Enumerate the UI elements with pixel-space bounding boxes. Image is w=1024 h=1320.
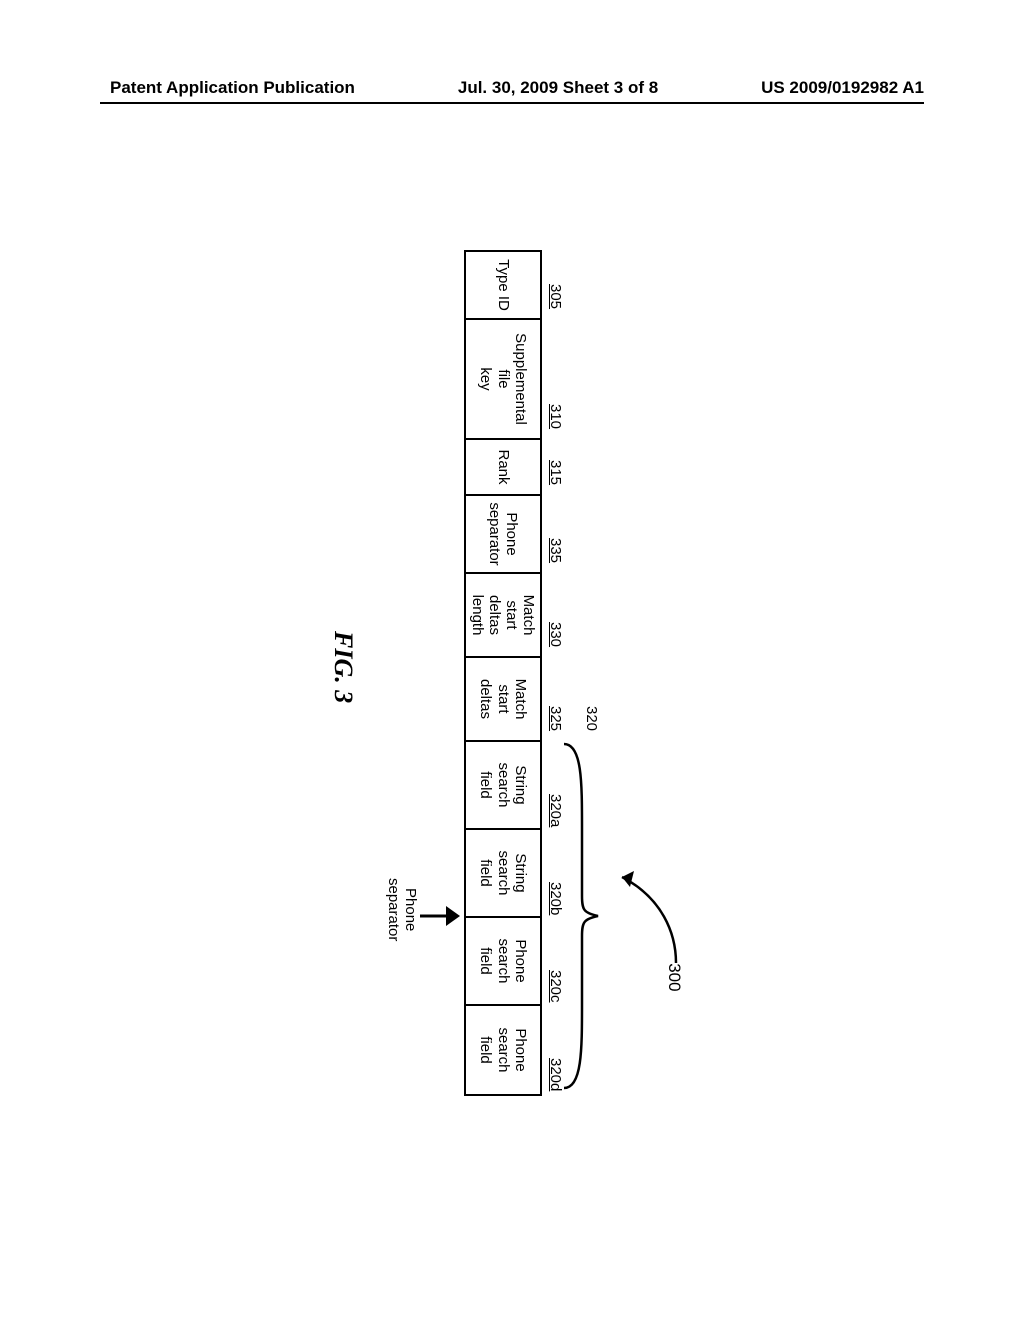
ref-310: 310 (547, 404, 564, 429)
ref-320a: 320a (547, 794, 564, 827)
page-header: Patent Application Publication Jul. 30, … (0, 78, 1024, 98)
pointer-300 (602, 863, 682, 973)
ref-320: 320 (583, 706, 600, 731)
ref-320c: 320c (547, 970, 564, 1003)
ref-330: 330 (547, 622, 564, 647)
header-rule (100, 102, 924, 104)
cell-320b: Stringsearch field (466, 830, 540, 918)
cell-315: Rank (466, 440, 540, 496)
phone-separator-label: Phoneseparator (385, 878, 418, 941)
cell-310: Supplemental filekey (466, 320, 540, 440)
header-right: US 2009/0192982 A1 (761, 78, 924, 98)
record-row: Type IDSupplemental filekeyRankPhonesepa… (464, 250, 542, 1096)
ref-305: 305 (547, 284, 564, 309)
header-left: Patent Application Publication (110, 78, 355, 98)
cell-320a: Stringsearch field (466, 742, 540, 830)
cell-305: Type ID (466, 252, 540, 320)
cell-320c: Phonesearch field (466, 918, 540, 1006)
cell-330: Match startdeltaslength (466, 574, 540, 658)
brace-320 (562, 740, 602, 1092)
figure-caption: FIG. 3 (328, 631, 358, 703)
cell-335: Phoneseparator (466, 496, 540, 574)
header-center: Jul. 30, 2009 Sheet 3 of 8 (458, 78, 658, 98)
cell-320d: Phonesearch field (466, 1006, 540, 1094)
ref-325: 325 (547, 706, 564, 731)
figure-3: Type IDSupplemental filekeyRankPhonesepa… (332, 250, 692, 1110)
cell-325: Match startdeltas (466, 658, 540, 742)
ref-320d: 320d (547, 1058, 564, 1091)
ref-320b: 320b (547, 882, 564, 915)
ref-300: 300 (664, 963, 684, 991)
ref-335: 335 (547, 538, 564, 563)
phone-separator-arrow (418, 901, 462, 931)
figure-container: Type IDSupplemental filekeyRankPhonesepa… (332, 250, 692, 1110)
ref-315: 315 (547, 460, 564, 485)
